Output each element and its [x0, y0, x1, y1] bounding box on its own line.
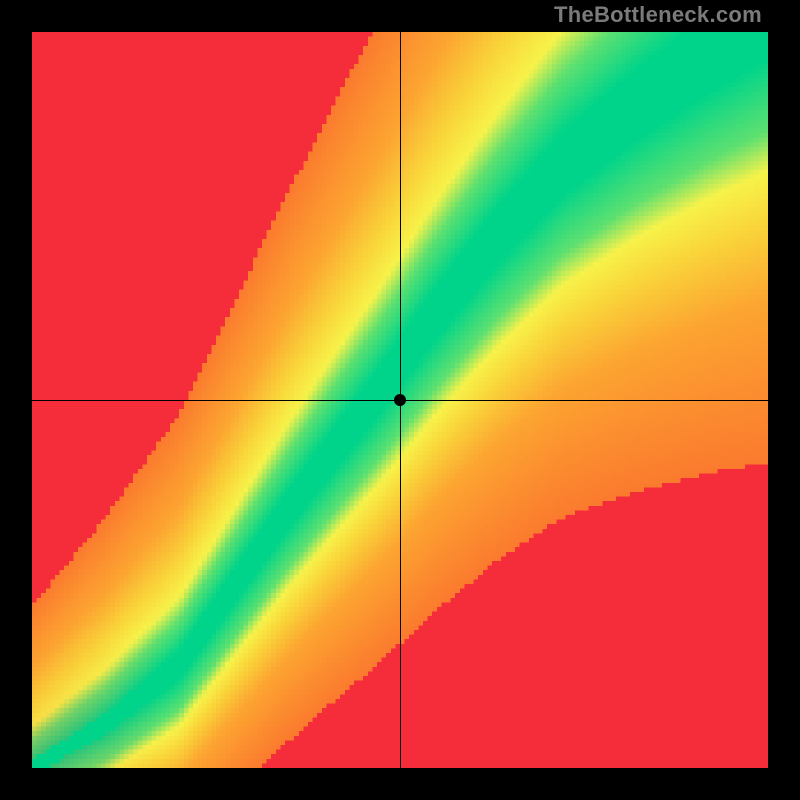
bottleneck-heatmap — [32, 32, 768, 768]
watermark-text: TheBottleneck.com — [554, 2, 762, 28]
frame: TheBottleneck.com — [0, 0, 800, 800]
plot-area — [32, 32, 768, 768]
